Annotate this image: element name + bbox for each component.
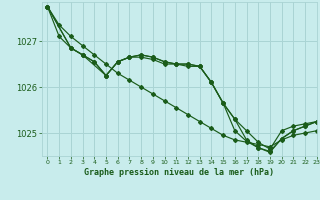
X-axis label: Graphe pression niveau de la mer (hPa): Graphe pression niveau de la mer (hPa) — [84, 168, 274, 177]
